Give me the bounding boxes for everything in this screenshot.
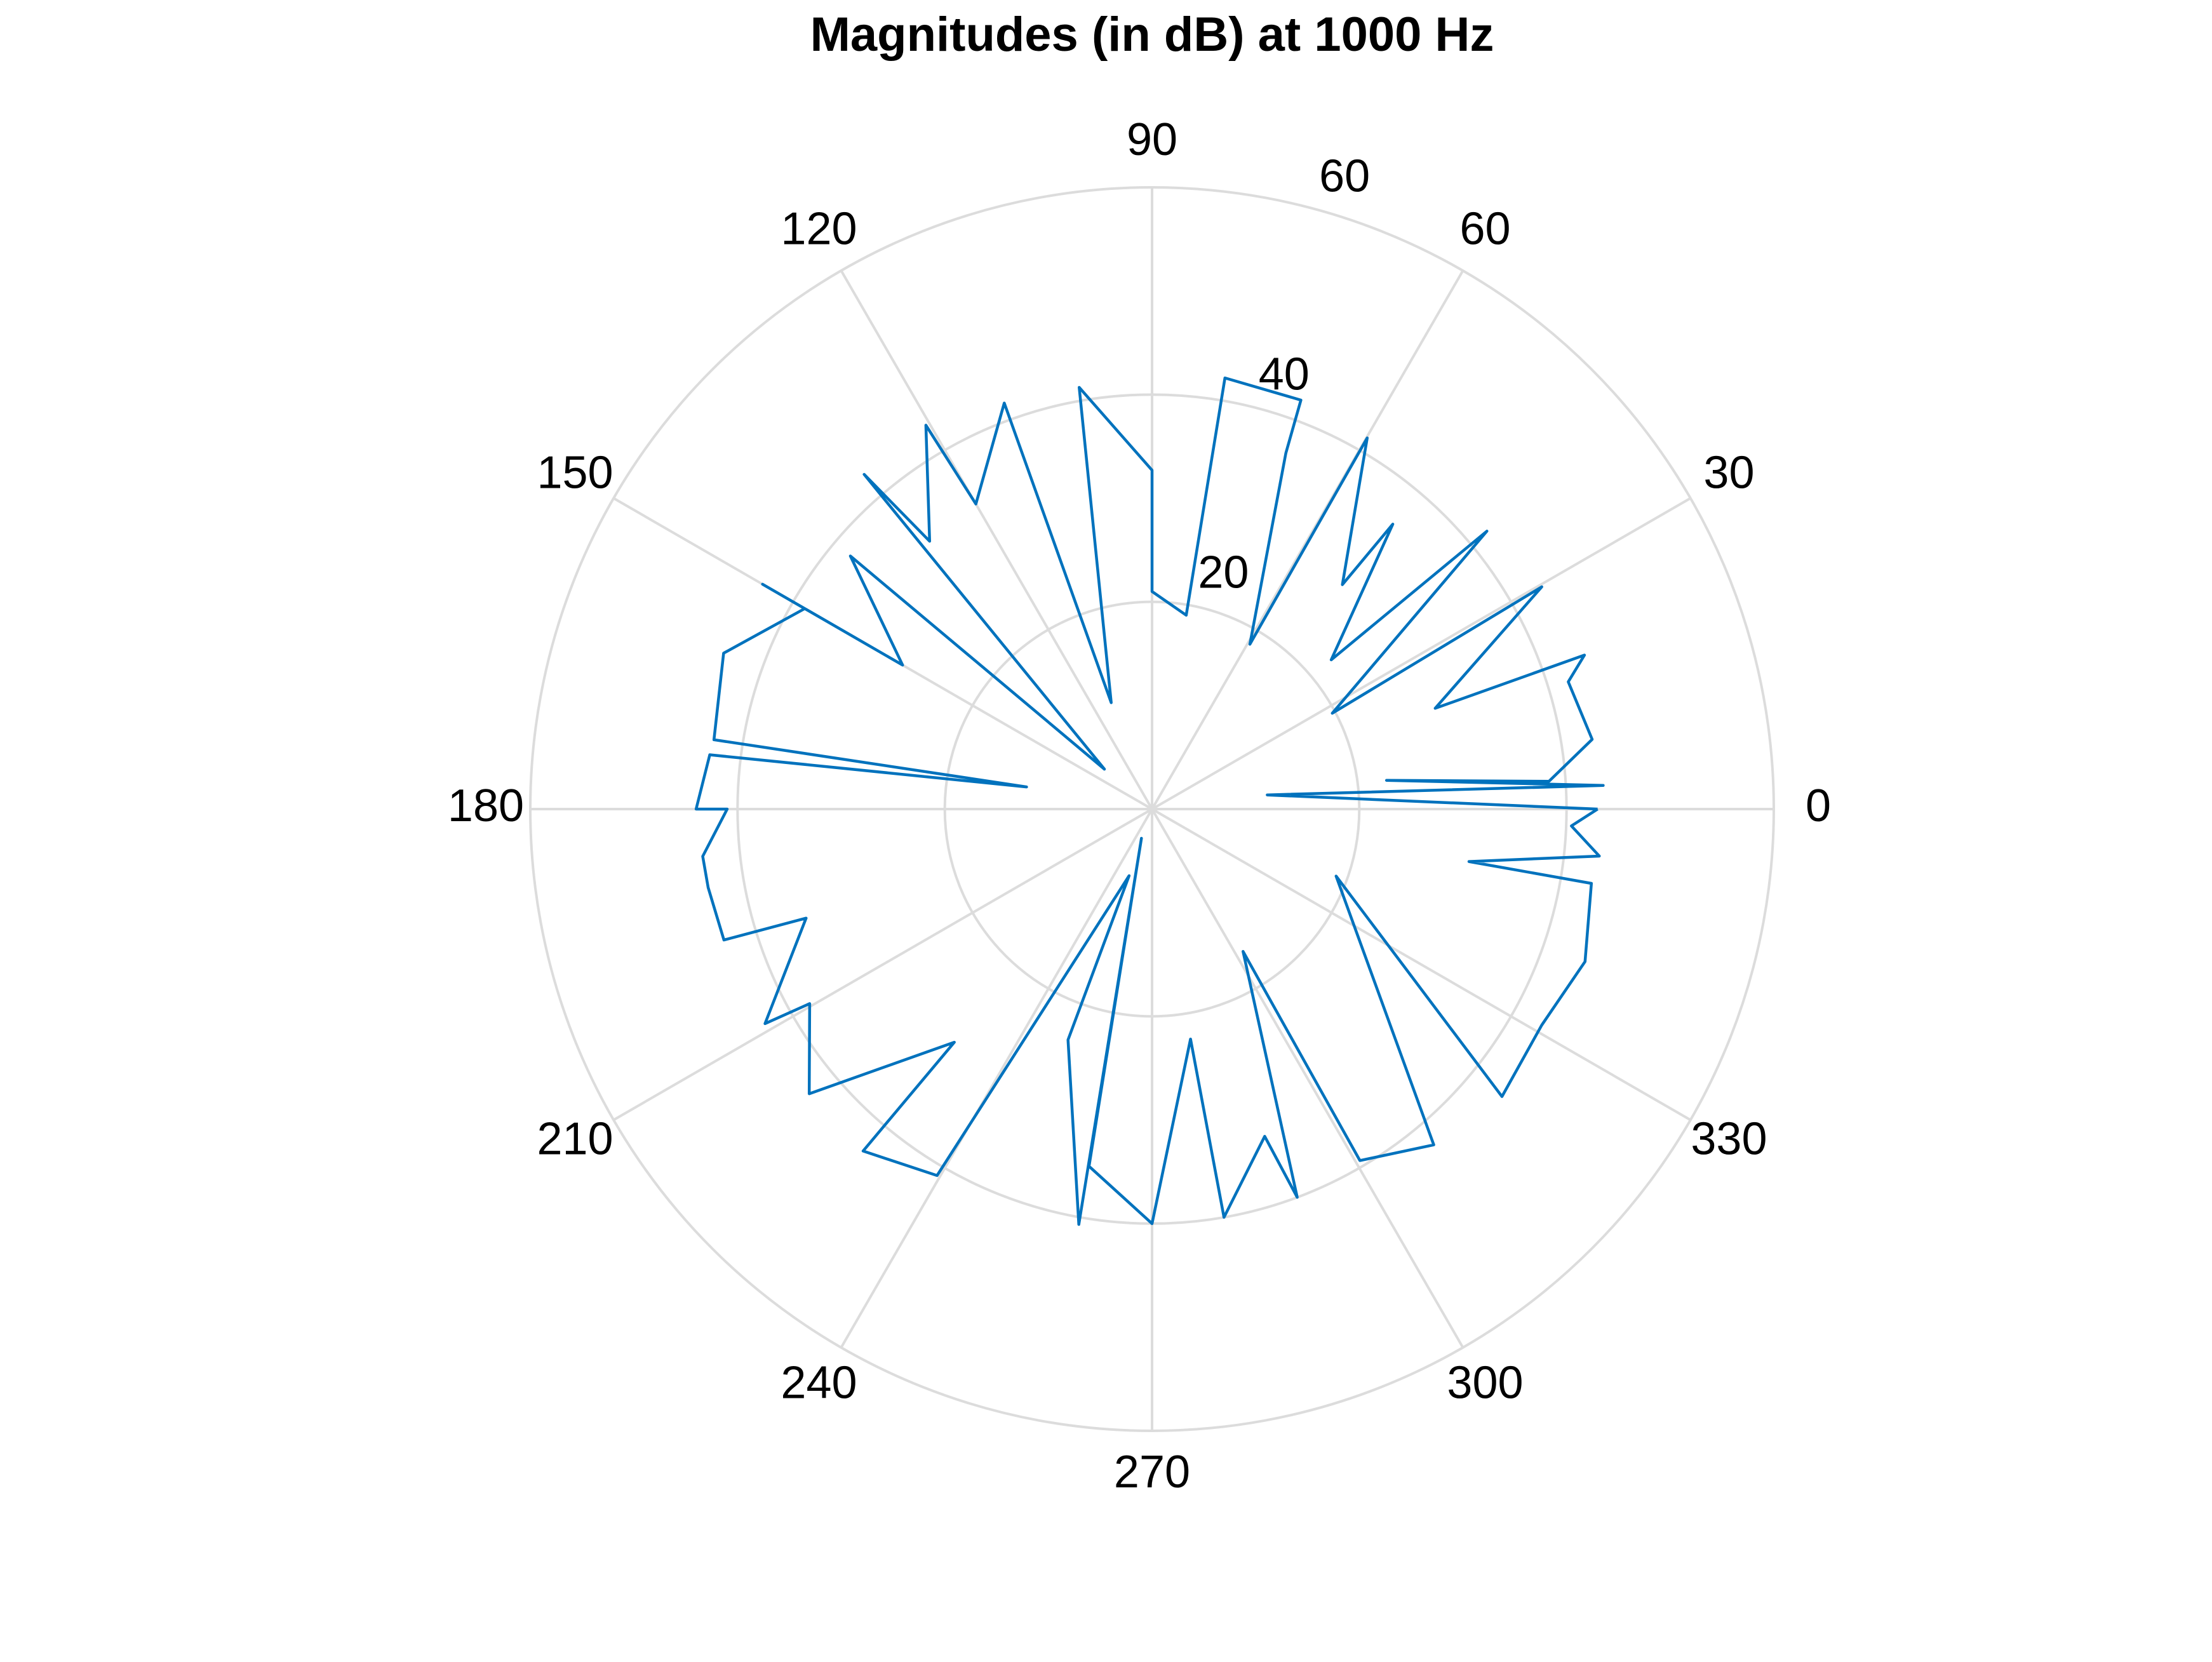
theta-tick-label: 150 bbox=[537, 448, 613, 499]
theta-tick-label: 330 bbox=[1691, 1114, 1767, 1165]
theta-grid-line bbox=[613, 808, 1153, 1122]
theta-tick-label: 0 bbox=[1806, 781, 1831, 831]
theta-grid-line bbox=[1151, 808, 1465, 1348]
theta-tick-label: 270 bbox=[1114, 1447, 1190, 1498]
r-tick-label: 40 bbox=[1259, 349, 1310, 399]
r-tick-label: 20 bbox=[1198, 547, 1249, 598]
theta-tick-label: 30 bbox=[1703, 448, 1754, 499]
theta-tick-label: 120 bbox=[781, 204, 857, 255]
theta-grid-line bbox=[1151, 808, 1691, 1122]
r-tick-label: 60 bbox=[1319, 151, 1370, 201]
theta-grid-line bbox=[840, 808, 1153, 1348]
theta-grid-line bbox=[1151, 497, 1691, 810]
theta-grid-line bbox=[1151, 270, 1465, 810]
theta-tick-label: 60 bbox=[1459, 204, 1510, 255]
theta-grid-line bbox=[840, 270, 1153, 810]
theta-tick-label: 300 bbox=[1447, 1357, 1523, 1408]
chart-title: Magnitudes (in dB) at 1000 Hz bbox=[810, 8, 1494, 62]
theta-tick-label: 90 bbox=[1127, 114, 1177, 165]
theta-tick-label: 210 bbox=[537, 1114, 613, 1165]
data-line bbox=[694, 376, 1605, 1226]
theta-tick-label: 240 bbox=[781, 1357, 857, 1408]
theta-tick-label: 180 bbox=[448, 781, 524, 831]
